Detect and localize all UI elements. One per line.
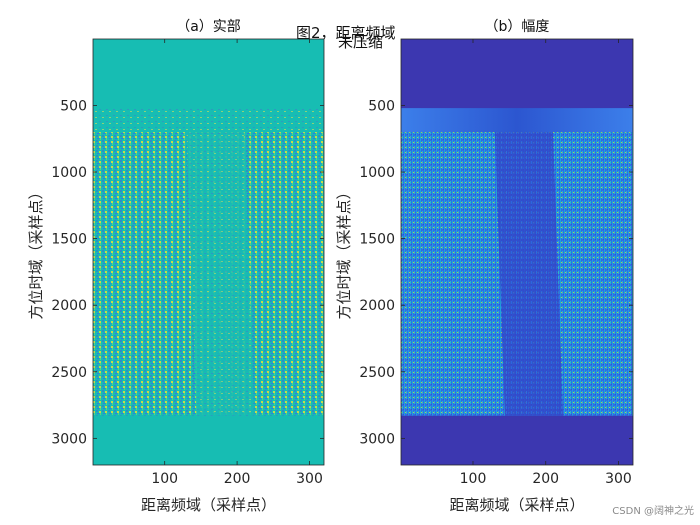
y-tick-label: 2500 xyxy=(359,365,395,381)
y-tick-label: 3000 xyxy=(51,431,87,447)
watermark: CSDN @阔神之光 xyxy=(612,506,694,517)
y-axis-label: 方位时域（采样点） xyxy=(27,184,45,319)
x-axis-label: 距离频域（采样点） xyxy=(449,496,584,514)
x-tick-label: 300 xyxy=(605,471,632,487)
chart-panel-b: （b）幅度 500 1000 1500 2000 2500 3000 100 200 300 距离频… xyxy=(335,19,634,514)
y-tick-label: 1000 xyxy=(51,165,87,181)
y-tick-label: 2000 xyxy=(359,298,395,314)
heatmap-dim-column-band xyxy=(494,132,563,416)
chart-panel-a: （a）实部 500 1000 1500 2000 2500 3000 100 200 300 距离频… xyxy=(27,19,325,514)
y-tick-label: 3000 xyxy=(359,431,395,447)
figure-title: 图2，距离频域 xyxy=(296,24,396,42)
y-tick-label: 2000 xyxy=(51,298,87,314)
x-tick-label: 200 xyxy=(532,471,559,487)
axes-box xyxy=(92,38,325,466)
heatmap-dim-column-band xyxy=(186,132,255,416)
x-tick-label: 300 xyxy=(296,471,323,487)
axes-box xyxy=(400,38,634,466)
x-tick-label: 100 xyxy=(151,471,178,487)
heatmap-transition-band xyxy=(93,108,324,133)
y-tick-label: 1500 xyxy=(359,232,395,248)
chart-title: （a）实部 xyxy=(176,19,241,35)
figure-subtitle: 未压缩 xyxy=(338,33,384,51)
y-tick-label: 1500 xyxy=(51,232,87,248)
y-tick-label: 2500 xyxy=(51,365,87,381)
y-tick-label: 500 xyxy=(368,98,395,114)
x-tick-label: 100 xyxy=(460,471,487,487)
x-axis-label: 距离频域（采样点） xyxy=(141,496,276,514)
y-axis-label: 方位时域（采样点） xyxy=(335,184,353,319)
chart-title: （b）幅度 xyxy=(485,19,550,35)
y-tick-label: 1000 xyxy=(359,165,395,181)
y-tick-label: 500 xyxy=(60,98,87,114)
heatmap-transition-band xyxy=(401,108,633,133)
x-tick-label: 200 xyxy=(224,471,251,487)
